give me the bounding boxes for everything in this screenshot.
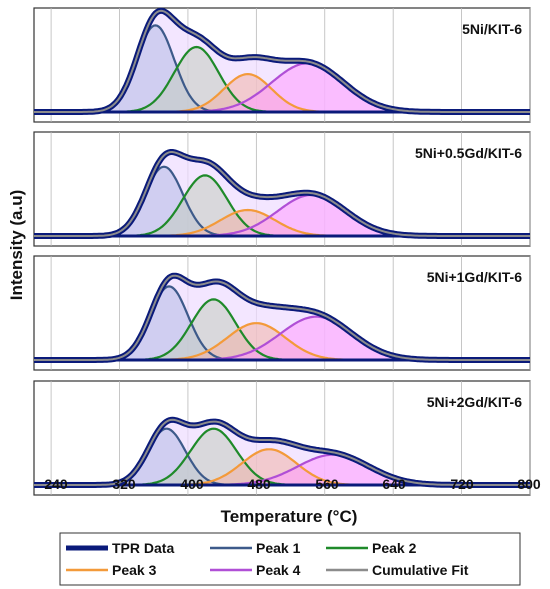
x-tick-label: 560 [315, 476, 339, 492]
legend-label-peak-1: Peak 1 [256, 540, 301, 556]
peak-4-area [34, 194, 530, 236]
panel-label: 5Ni+1Gd/KIT-6 [427, 269, 523, 285]
peak-3-area [34, 449, 530, 485]
peak-1-area [34, 25, 530, 112]
panel: 5Ni/KIT-6 [32, 7, 532, 123]
panel-label: 5Ni+0.5Gd/KIT-6 [415, 145, 522, 161]
cumulative-fit-line [34, 151, 530, 237]
legend-label-peak-4: Peak 4 [256, 562, 301, 578]
panel: 5Ni+2Gd/KIT-6 [32, 380, 532, 496]
peak-4-area [34, 316, 530, 360]
legend-box [59, 532, 521, 586]
y-axis-title: Intensity (a.u) [7, 190, 26, 301]
cumulative-fit-line [34, 9, 530, 113]
cumulative-fit-line [34, 274, 530, 361]
legend-label-peak-2: Peak 2 [372, 540, 417, 556]
legend-label-cumulative-fit: Cumulative Fit [372, 562, 469, 578]
x-tick-label: 320 [112, 476, 136, 492]
peak-1-area [34, 428, 530, 485]
x-tick-label: 400 [180, 476, 204, 492]
peak-1-area [34, 286, 530, 360]
x-tick-label: 640 [382, 476, 406, 492]
panel-label: 5Ni+2Gd/KIT-6 [427, 394, 523, 410]
legend-label-peak-3: Peak 3 [112, 562, 157, 578]
x-tick-label: 720 [450, 476, 474, 492]
legend-label-tpr-data: TPR Data [112, 540, 174, 556]
panel-label: 5Ni/KIT-6 [462, 21, 522, 37]
panel: 5Ni+0.5Gd/KIT-6 [32, 131, 532, 247]
x-tick-label: 240 [44, 476, 68, 492]
peak-4-area [34, 454, 530, 485]
cumulative-fit-line [34, 418, 530, 486]
x-axis: 240 320 400 480 560 640 720 800 [44, 476, 541, 492]
x-axis-title: Temperature (°C) [221, 507, 358, 526]
x-tick-label: 800 [517, 476, 541, 492]
panels-layer: 5Ni/KIT-6 5Ni+0.5Gd/KIT-6 5Ni+1Gd/KIT-6 5Ni… [32, 7, 532, 496]
peak-4-area [34, 63, 530, 112]
panel: 5Ni+1Gd/KIT-6 [32, 255, 532, 371]
legend: TPR Data Peak 1 Peak 2 Peak 3 Peak 4 Cum… [59, 532, 521, 586]
x-tick-label: 480 [247, 476, 271, 492]
peak-1-area [34, 166, 530, 236]
